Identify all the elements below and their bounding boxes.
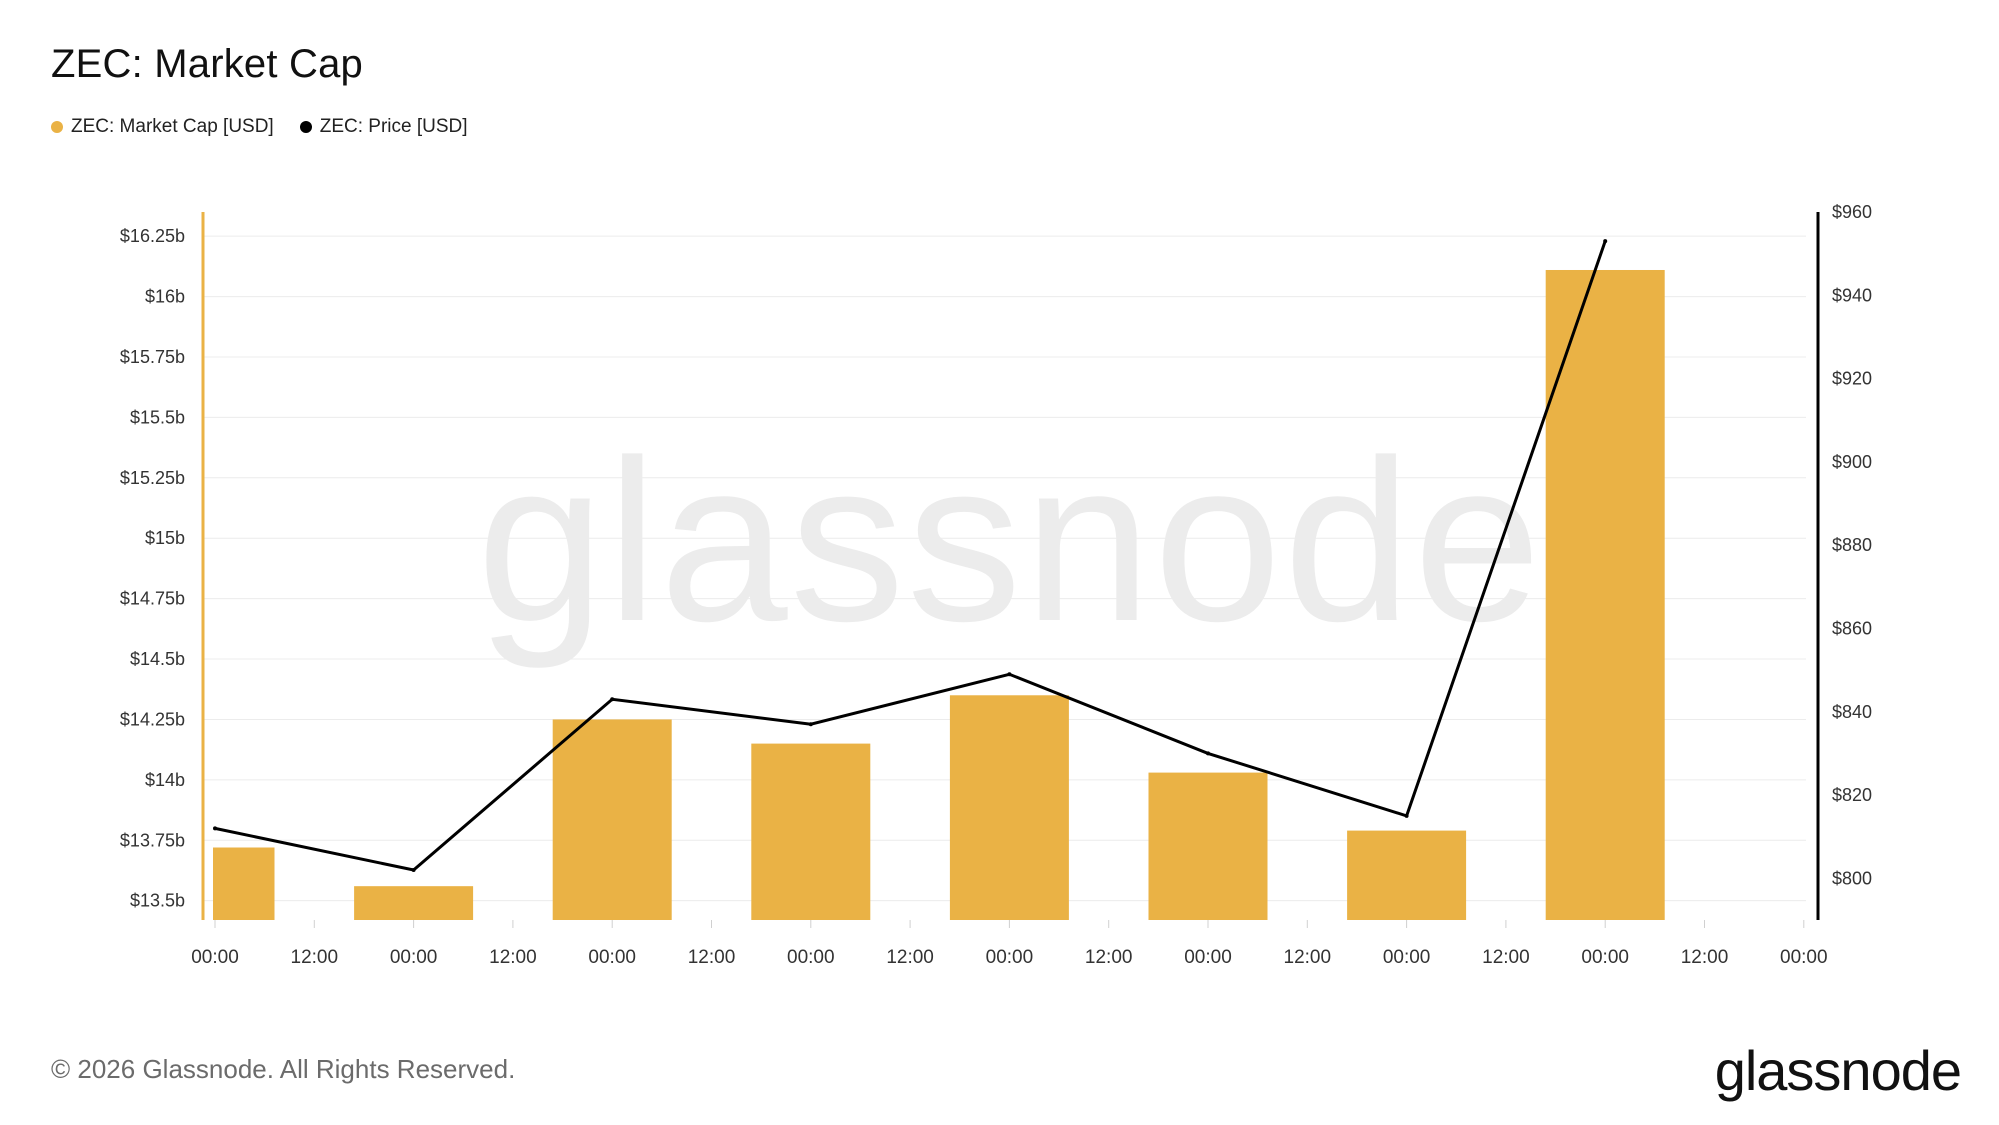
y-left-tick-label: $15b xyxy=(145,528,185,548)
legend-item-market-cap[interactable]: ZEC: Market Cap [USD] xyxy=(51,116,274,138)
x-tick-label: 00:00 xyxy=(1184,947,1232,968)
price-point[interactable] xyxy=(610,697,615,702)
y-left-tick-label: $16.25b xyxy=(120,226,185,246)
legend-marker-market-cap xyxy=(51,121,63,133)
market-cap-bar[interactable] xyxy=(354,886,474,920)
y-left-tick-label: $14b xyxy=(145,770,185,790)
y-right-tick-label: $840 xyxy=(1832,702,1872,722)
legend-label-market-cap: ZEC: Market Cap [USD] xyxy=(71,116,274,137)
y-left-tick-label: $13.75b xyxy=(120,830,185,850)
market-cap-bar[interactable] xyxy=(213,847,275,920)
price-line xyxy=(214,240,1607,872)
market-cap-bar[interactable] xyxy=(1347,830,1467,920)
x-tick-label: 00:00 xyxy=(986,947,1034,968)
x-tick-label: 12:00 xyxy=(291,947,339,968)
x-tick-label: 00:00 xyxy=(1581,947,1629,968)
price-point[interactable] xyxy=(1206,751,1210,756)
y-left-tick-label: $16b xyxy=(145,287,185,307)
brand-logo: glassnode xyxy=(1714,1039,1962,1102)
price-point[interactable] xyxy=(1404,813,1409,818)
y-right-tick-label: $800 xyxy=(1832,868,1872,888)
x-tick-label: 00:00 xyxy=(191,947,239,968)
market-cap-bar[interactable] xyxy=(751,743,871,920)
legend-item-price[interactable]: ZEC: Price [USD] xyxy=(299,116,468,138)
copyright-footer: © 2026 Glassnode. All Rights Reserved. xyxy=(51,1054,516,1084)
y-left-tick-label: $14.75b xyxy=(120,589,185,609)
x-tick-label: 00:00 xyxy=(390,947,438,968)
y-left-tick-label: $15.25b xyxy=(120,468,185,488)
y-right-tick-label: $940 xyxy=(1832,285,1872,305)
y-left-tick-label: $14.5b xyxy=(130,649,185,669)
market-cap-bar[interactable] xyxy=(1148,772,1268,920)
y-right-tick-label: $820 xyxy=(1832,785,1872,805)
y-right-tick-label: $860 xyxy=(1832,618,1872,638)
x-tick-label: 12:00 xyxy=(1284,947,1332,968)
market-cap-bar[interactable] xyxy=(949,695,1069,920)
market-cap-bar[interactable] xyxy=(1545,269,1665,920)
chart-title: ZEC: Market Cap xyxy=(51,42,363,86)
y-left-tick-label: $14.25b xyxy=(120,709,185,729)
line-series xyxy=(213,239,1608,873)
x-tick-label: 12:00 xyxy=(1085,947,1133,968)
price-point[interactable] xyxy=(808,722,813,727)
legend: ZEC: Market Cap [USD] ZEC: Price [USD] xyxy=(51,116,468,138)
axes: $13.5b $13.75b $14b $14.25b $14.5b $14.75b $15… xyxy=(120,202,1872,968)
x-tick-label: 12:00 xyxy=(688,947,736,968)
x-tick-label: 12:00 xyxy=(1482,947,1530,968)
y-left-tick-label: $15.75b xyxy=(120,347,185,367)
x-tick-label: 00:00 xyxy=(787,947,835,968)
bar-series xyxy=(213,269,1665,920)
x-tick-label: 12:00 xyxy=(1681,947,1729,968)
price-point[interactable] xyxy=(213,826,217,831)
y-right-tick-label: $920 xyxy=(1832,369,1872,389)
price-point[interactable] xyxy=(411,868,416,873)
price-point[interactable] xyxy=(1603,239,1608,244)
x-tick-label: 00:00 xyxy=(1780,947,1828,968)
market-cap-bar[interactable] xyxy=(552,719,672,920)
price-point[interactable] xyxy=(1007,672,1012,677)
x-tick-label: 00:00 xyxy=(1383,947,1431,968)
x-tick-label: 12:00 xyxy=(489,947,537,968)
y-left-tick-label: $13.5b xyxy=(130,891,185,911)
y-left-tick-label: $15.5b xyxy=(130,407,185,427)
legend-marker-price xyxy=(299,121,312,133)
y-right-tick-label: $960 xyxy=(1832,202,1872,222)
legend-label-price: ZEC: Price [USD] xyxy=(319,116,468,137)
x-tick-label: 00:00 xyxy=(588,947,636,968)
watermark: glassnode xyxy=(477,412,1544,669)
y-right-tick-label: $900 xyxy=(1832,452,1872,472)
x-tick-label: 12:00 xyxy=(886,947,934,968)
y-right-tick-label: $880 xyxy=(1832,535,1872,555)
